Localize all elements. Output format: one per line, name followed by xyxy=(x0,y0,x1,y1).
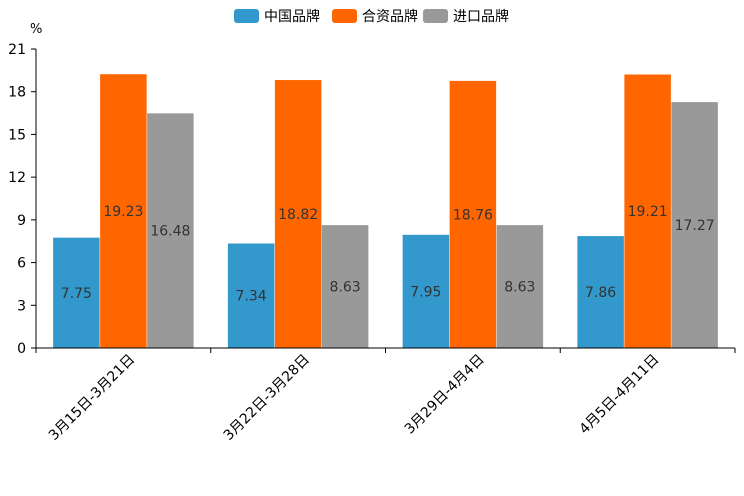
bar-value-label: 7.34 xyxy=(236,289,267,305)
y-tick-label: 6 xyxy=(17,256,26,272)
bar xyxy=(53,237,100,348)
y-tick-label: 15 xyxy=(8,127,26,143)
bar xyxy=(671,102,718,348)
bar xyxy=(577,236,624,348)
x-category-label: 3月29日-4月4日 xyxy=(402,352,488,438)
legend-label: 进口品牌 xyxy=(453,8,509,25)
x-category-label: 3月15日-3月21日 xyxy=(46,352,138,444)
legend-swatch xyxy=(234,9,259,23)
bar-value-label: 19.23 xyxy=(103,204,143,220)
bar xyxy=(496,225,544,348)
bars: 7.75 19.23 16.48 7.34 18.82 8.63 7.95 18.76 8.63… xyxy=(53,74,718,349)
bar xyxy=(624,74,671,348)
bar xyxy=(100,74,147,349)
y-tick-label: 3 xyxy=(17,298,26,314)
y-tick-label: 9 xyxy=(17,213,26,229)
bar-value-label: 8.63 xyxy=(330,280,361,296)
legend-label: 中国品牌 xyxy=(264,8,320,25)
bar-value-label: 8.63 xyxy=(504,280,535,296)
legend-swatch xyxy=(332,9,357,23)
bar-value-label: 18.82 xyxy=(278,207,318,223)
y-axis-unit-label: % xyxy=(30,22,42,37)
legend-label: 合资品牌 xyxy=(362,8,418,25)
bar xyxy=(274,80,322,348)
bar xyxy=(227,243,275,348)
x-category-label: 3月22日-3月28日 xyxy=(221,352,313,444)
y-tick-label: 21 xyxy=(8,42,26,58)
legend: 中国品牌 合资品牌 进口品牌 xyxy=(234,8,509,25)
bar-value-label: 7.75 xyxy=(61,286,92,302)
legend-swatch xyxy=(423,9,448,23)
bar-value-label: 7.95 xyxy=(410,284,441,300)
x-category-label: 4月5日-4月11日 xyxy=(576,352,662,438)
x-axis: 3月15日-3月21日 3月22日-3月28日 3月29日-4月4日 4月5日-4月1… xyxy=(35,347,736,444)
y-tick-label: 12 xyxy=(8,170,26,186)
y-axis: 0 3 6 9 12 15 18 21 xyxy=(8,42,37,357)
bar xyxy=(321,225,369,348)
y-tick-label: 0 xyxy=(17,341,26,357)
bar-value-label: 18.76 xyxy=(453,207,493,223)
bar-value-label: 7.86 xyxy=(585,285,616,301)
bar xyxy=(402,234,450,348)
bar-value-label: 16.48 xyxy=(150,224,190,240)
bar xyxy=(147,113,194,348)
y-tick-label: 18 xyxy=(8,85,26,101)
bar-value-label: 17.27 xyxy=(675,218,715,234)
bar xyxy=(449,80,497,348)
bar-value-label: 19.21 xyxy=(628,204,668,220)
